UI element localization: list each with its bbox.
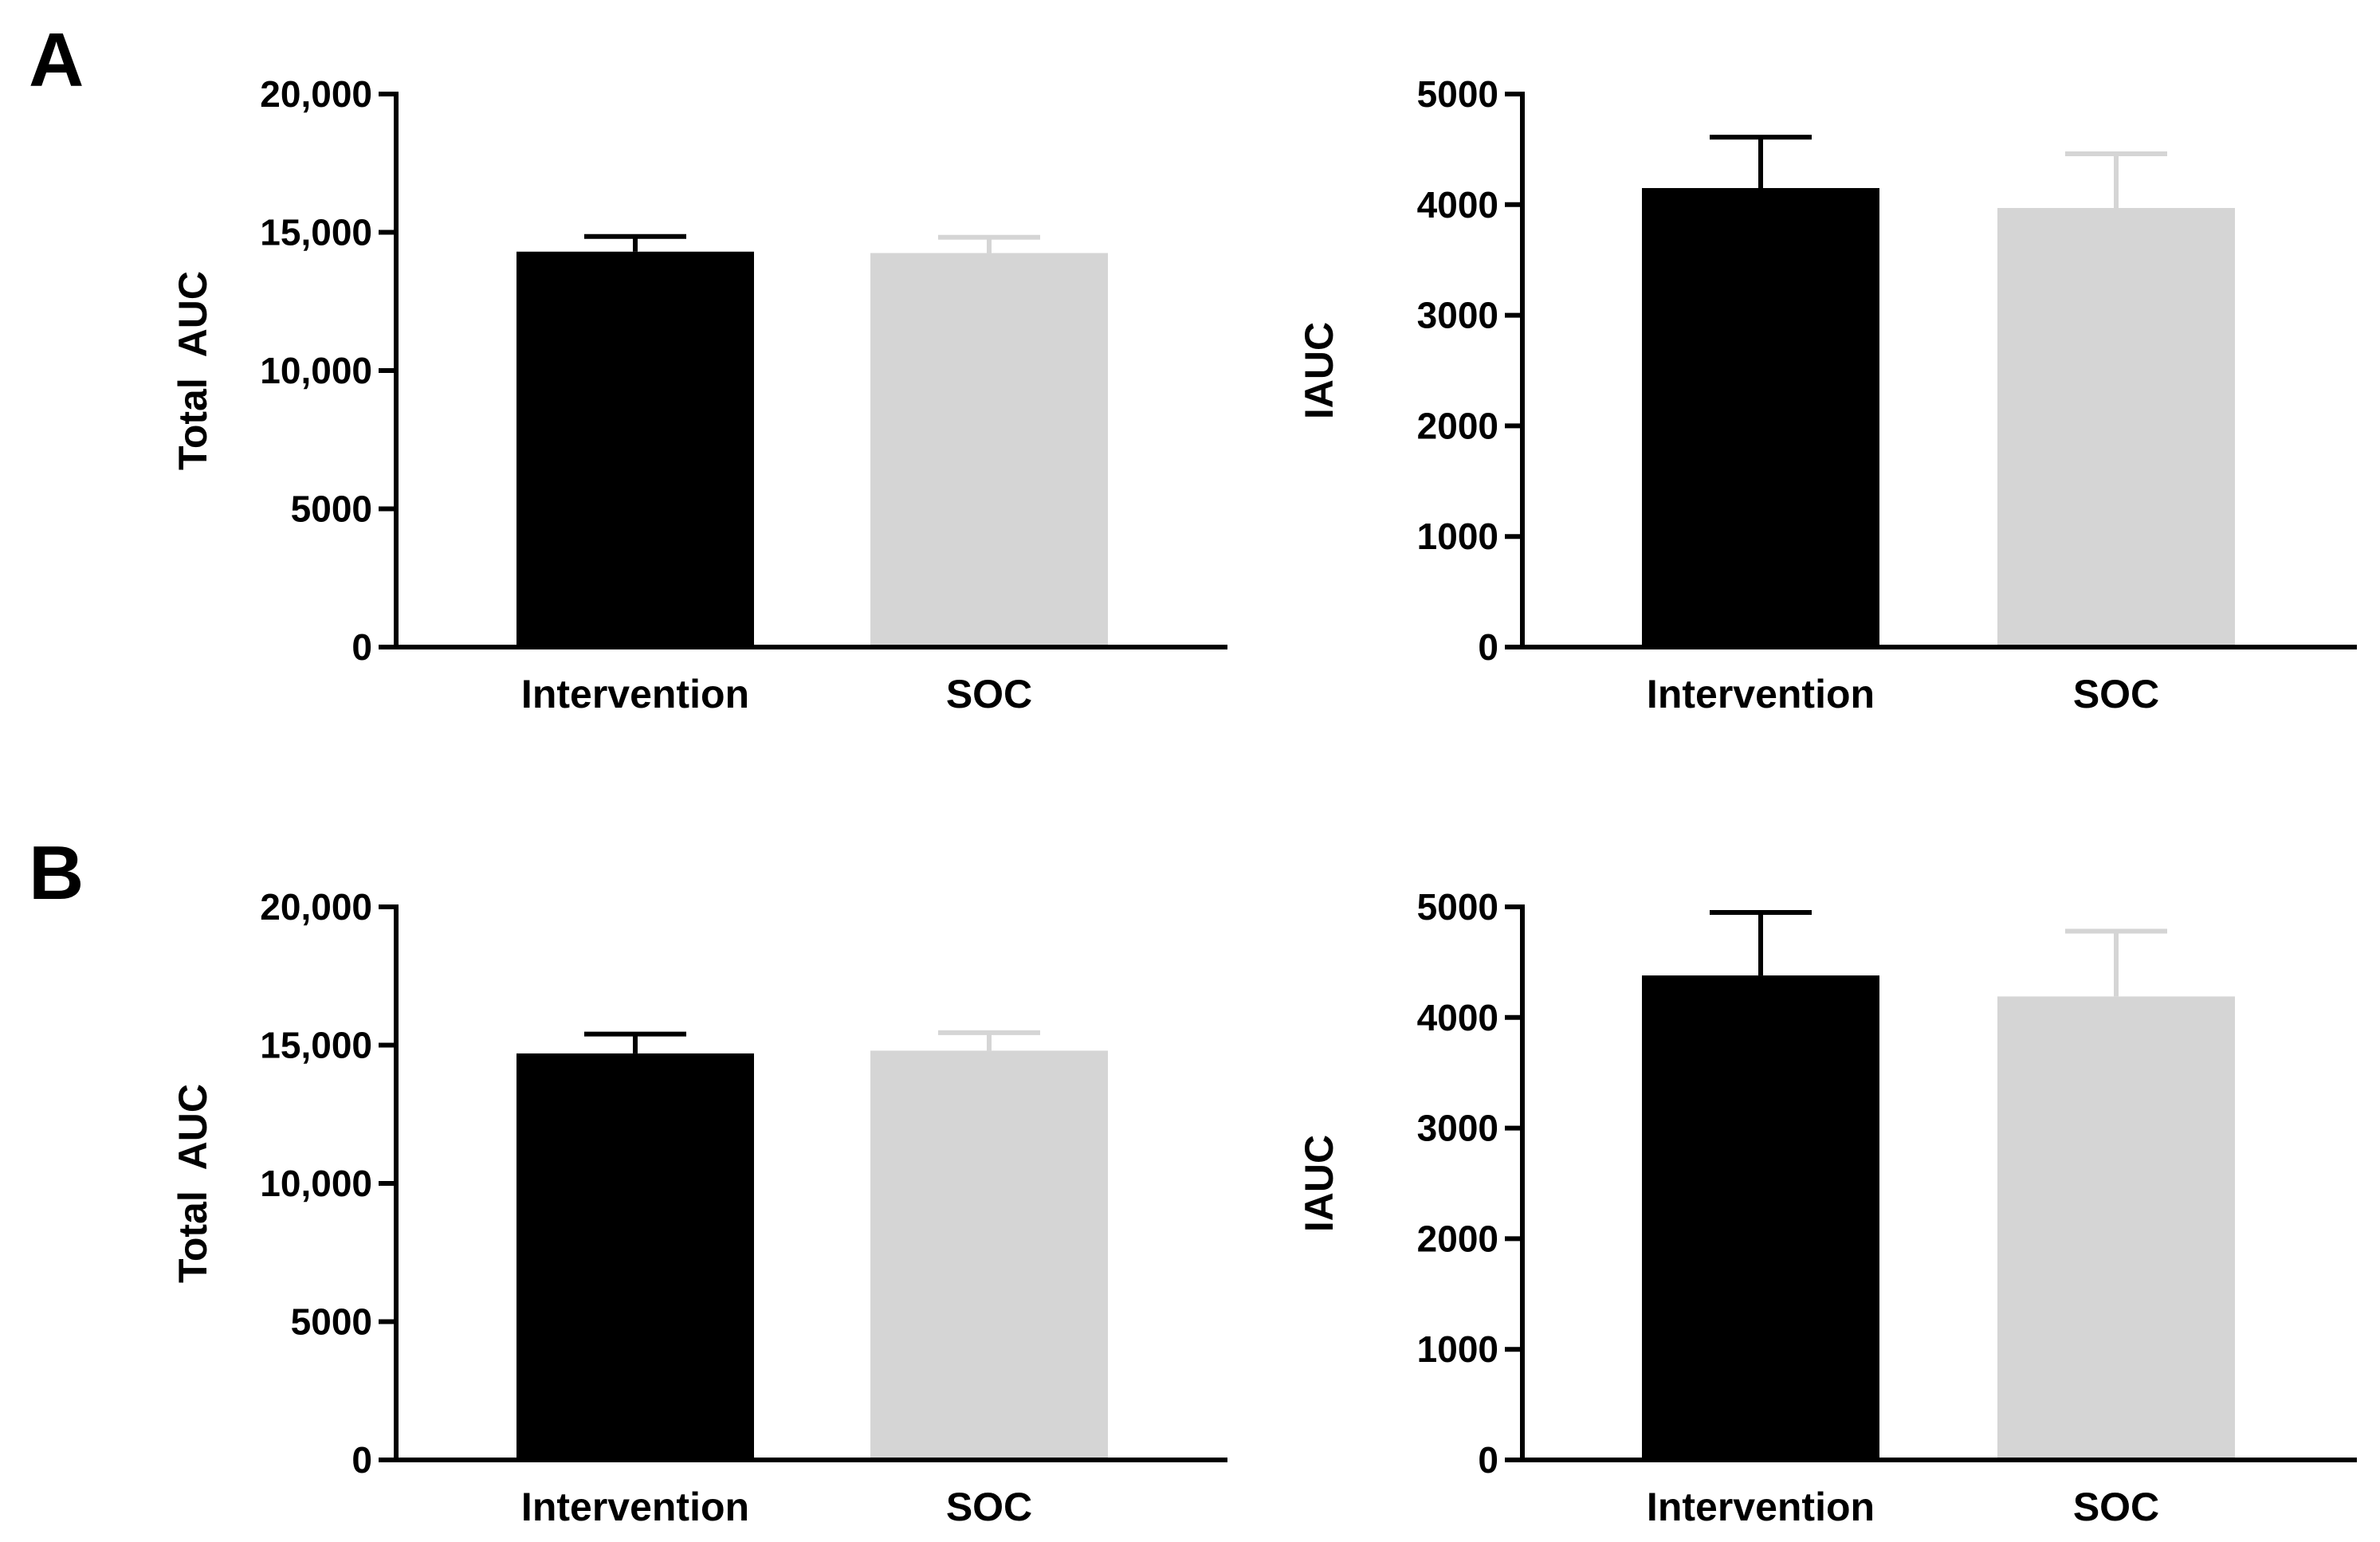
y-tick-label: 4000: [1417, 997, 1498, 1038]
y-axis-title: IAUC: [1297, 1135, 1341, 1232]
x-tick-label-soc: SOC: [2073, 1485, 2159, 1529]
charts-group: 0 5000 10,000 15,000 20,000 Intervention SOC To…: [171, 73, 2357, 1529]
y-tick-label: 20,000: [260, 73, 372, 115]
y-tick-label: 4000: [1417, 184, 1498, 226]
bar-soc: [1997, 207, 2235, 647]
y-tick-label: 0: [352, 626, 372, 668]
y-tick-label: 1000: [1417, 516, 1498, 557]
y-tick-label: 0: [1478, 1439, 1498, 1481]
bar-intervention: [1642, 187, 1879, 648]
y-tick-label: 2000: [1417, 1218, 1498, 1259]
y-tick-label: 3000: [1417, 1108, 1498, 1149]
y-tick-label: 5000: [1417, 73, 1498, 115]
y-tick-label: 1000: [1417, 1328, 1498, 1370]
bar-soc: [870, 253, 1108, 647]
chart-2: 0 1000 2000 3000 4000 5000 Intervention SOC IAUC: [1297, 73, 2357, 716]
y-axis-title: Total AUC: [171, 271, 215, 470]
y-tick-label: 5000: [1417, 886, 1498, 928]
y-tick-label: 20,000: [260, 886, 372, 928]
y-tick-label: 3000: [1417, 295, 1498, 336]
bar-intervention: [516, 1053, 754, 1460]
y-tick-label: 15,000: [260, 212, 372, 253]
x-tick-label-soc: SOC: [946, 672, 1032, 716]
bar-soc: [870, 1050, 1108, 1460]
x-tick-label-intervention: Intervention: [1647, 1485, 1875, 1529]
panel-label-a: A: [29, 18, 84, 103]
chart-3: 0 5000 10,000 15,000 20,000 Intervention SOC To…: [171, 886, 1227, 1529]
y-tick-label: 15,000: [260, 1025, 372, 1066]
x-tick-label-soc: SOC: [2073, 672, 2159, 716]
bar-intervention: [1642, 975, 1879, 1460]
x-tick-label-intervention: Intervention: [521, 1485, 749, 1529]
y-axis-title: Total AUC: [171, 1084, 215, 1283]
y-tick-label: 10,000: [260, 1163, 372, 1204]
y-tick-label: 5000: [291, 1301, 372, 1343]
bar-soc: [1997, 996, 2235, 1460]
y-tick-label: 2000: [1417, 405, 1498, 446]
y-tick-label: 10,000: [260, 350, 372, 391]
chart-1: 0 5000 10,000 15,000 20,000 Intervention SOC To…: [171, 73, 1227, 716]
x-tick-label-intervention: Intervention: [1647, 672, 1875, 716]
panel-label-b: B: [29, 830, 84, 916]
y-tick-label: 0: [352, 1439, 372, 1481]
y-axis-title: IAUC: [1297, 322, 1341, 419]
y-tick-label: 5000: [291, 488, 372, 530]
x-tick-label-intervention: Intervention: [521, 672, 749, 716]
y-tick-label: 0: [1478, 626, 1498, 668]
bar-intervention: [516, 251, 754, 647]
x-tick-label-soc: SOC: [946, 1485, 1032, 1529]
chart-4: 0 1000 2000 3000 4000 5000 Intervention SOC IAUC: [1297, 886, 2357, 1529]
